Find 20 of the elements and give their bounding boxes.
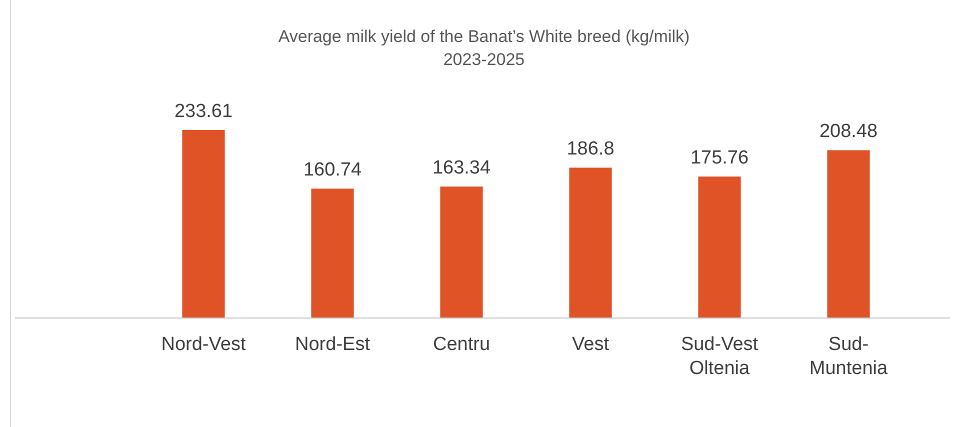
data-label: 160.74 [303,160,362,181]
bar [311,188,354,318]
data-label: 175.76 [690,148,749,169]
data-label: 233.61 [174,101,233,122]
bar [182,130,225,318]
bar [827,150,870,318]
x-tick-label: Nord-Vest [161,334,246,355]
bar [440,186,483,318]
data-label: 186.8 [566,138,614,160]
chart-title: Average milk yield of the Banat’s White breed (kg/milk) [278,27,690,46]
x-tick-label: Sud-Vest Oltenia [680,334,759,379]
x-tick-label: Sud-Muntenia [809,334,888,379]
bar [698,176,741,318]
data-label: 208.48 [819,121,878,142]
data-label: 163.34 [432,158,491,179]
x-tick-label: Centru [432,334,490,355]
chart-subtitle: 2023-2025 [443,50,525,69]
x-tick-label: Nord-Est [295,334,371,355]
bar [569,168,612,318]
x-tick-label: Vest [572,334,610,355]
